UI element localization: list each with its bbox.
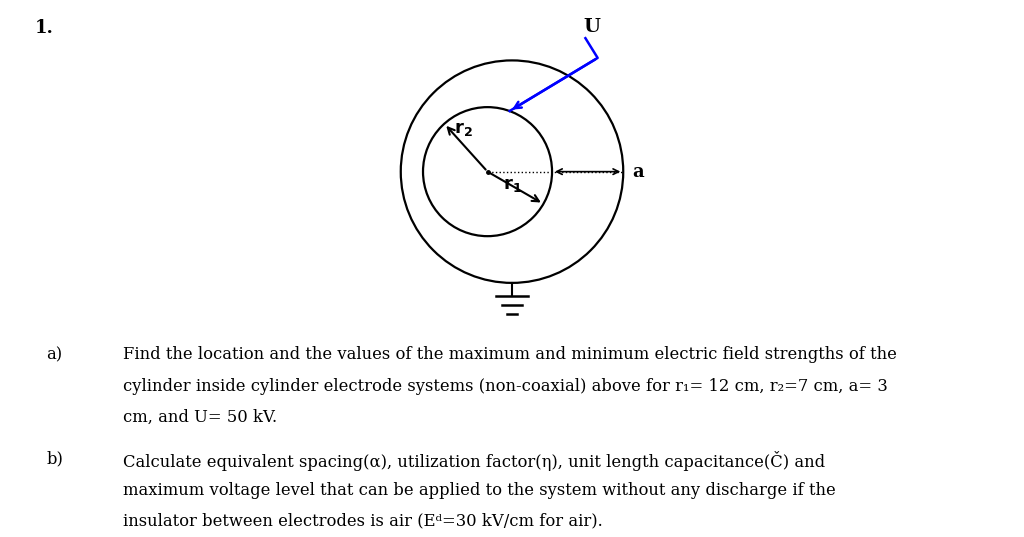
Text: maximum voltage level that can be applied to the system without any discharge if: maximum voltage level that can be applie…	[123, 482, 836, 499]
Text: a): a)	[46, 346, 62, 364]
Text: cm, and U= 50 kV.: cm, and U= 50 kV.	[123, 409, 278, 426]
Text: insulator between electrodes is air (Eᵈ=30 kV/cm for air).: insulator between electrodes is air (Eᵈ=…	[123, 513, 603, 530]
Text: a: a	[632, 163, 644, 180]
Text: 1.: 1.	[35, 19, 53, 37]
Text: b): b)	[46, 451, 62, 468]
Text: $\mathbf{r_2}$: $\mathbf{r_2}$	[454, 120, 472, 139]
Text: $\mathbf{r_1}$: $\mathbf{r_1}$	[503, 176, 521, 194]
Text: Find the location and the values of the maximum and minimum electric field stren: Find the location and the values of the …	[123, 346, 897, 364]
Text: cylinder inside cylinder electrode systems (non-coaxial) above for r₁= 12 cm, r₂: cylinder inside cylinder electrode syste…	[123, 378, 888, 395]
Text: Calculate equivalent spacing(α), utilization factor(η), unit length capacitance(: Calculate equivalent spacing(α), utiliza…	[123, 451, 825, 470]
Text: U: U	[584, 18, 600, 36]
